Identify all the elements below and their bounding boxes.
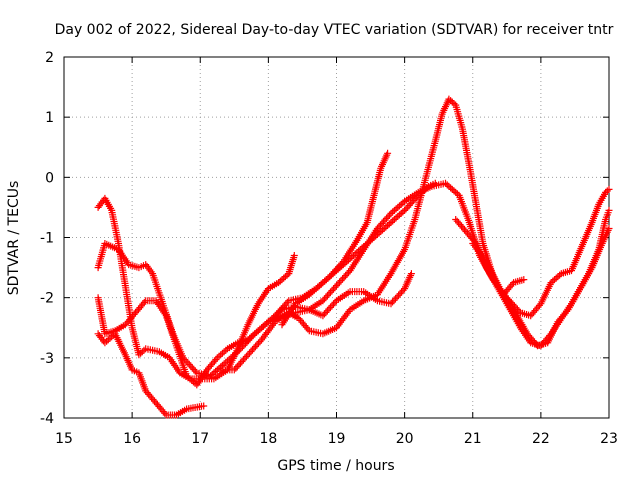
series-track-9: [469, 206, 613, 350]
chart-title: Day 002 of 2022, Sidereal Day-to-day VTE…: [55, 22, 614, 38]
y-tick-label: 2: [45, 50, 54, 66]
series-markers: [278, 179, 439, 329]
x-axis-label: GPS time / hours: [277, 458, 394, 474]
series-markers: [217, 95, 528, 374]
y-tick-label: 1: [45, 110, 54, 126]
y-tick-label: -3: [40, 351, 54, 367]
x-tick-label: 20: [396, 431, 414, 447]
x-tick-label: 15: [55, 431, 73, 447]
x-tick-label: 21: [464, 431, 482, 447]
x-tick-label: 22: [532, 431, 550, 447]
x-tick-label: 23: [600, 431, 618, 447]
y-axis-label: SDTVAR / TECUs: [6, 181, 22, 296]
y-tick-label: -4: [40, 411, 54, 427]
series-track-5: [217, 95, 528, 374]
series-markers: [94, 330, 208, 419]
x-tick-label: 18: [259, 431, 277, 447]
x-tick-label: 17: [191, 431, 209, 447]
y-tick-label: 0: [45, 170, 54, 186]
y-tick-label: -2: [40, 291, 54, 307]
x-tick-label: 19: [328, 431, 346, 447]
plot-frame: [63, 56, 610, 419]
y-tick-label: -1: [40, 231, 54, 247]
axis-tick-labels: 15 16 17 18 19 20 21 22 23 -4 -3 -2 -1 0 1 2: [40, 50, 618, 447]
series-track-4: [94, 330, 208, 419]
x-tick-label: 16: [123, 431, 141, 447]
series-markers: [469, 206, 613, 350]
series-layer: [94, 95, 613, 419]
series-track-7: [278, 179, 439, 329]
